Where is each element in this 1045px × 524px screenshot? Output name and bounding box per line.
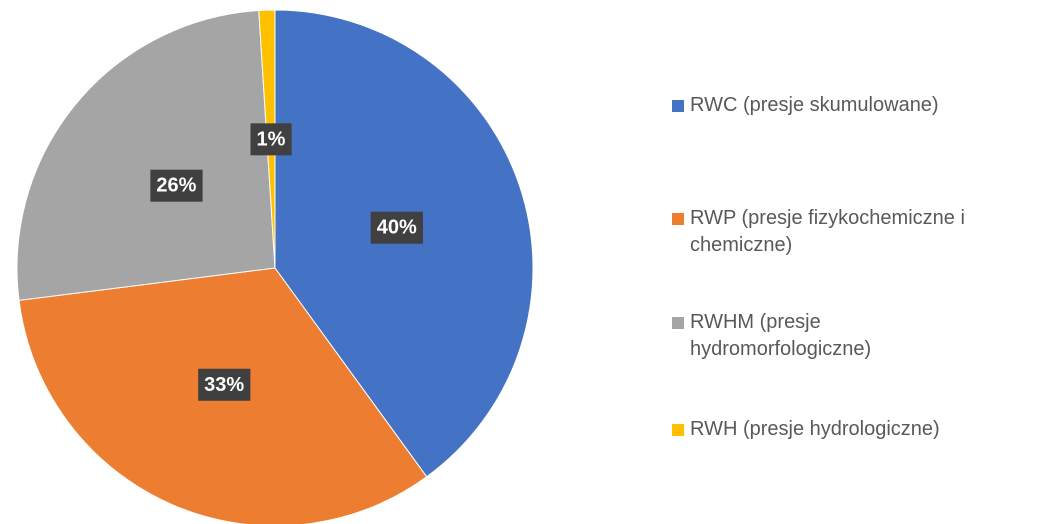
legend-item: RWHM (presje hydromorfologiczne) [672, 309, 922, 363]
legend-swatch [672, 213, 684, 225]
legend-label: RWC (presje skumulowane) [690, 94, 939, 116]
data-label-box [198, 368, 251, 401]
data-label-box [370, 211, 423, 244]
legend-label: RWP (presje fizykochemiczne i chemiczne) [690, 207, 965, 256]
data-label: 40% [377, 217, 417, 239]
legend-item: RWC (presje skumulowane) [672, 92, 1032, 119]
legend-swatch [672, 424, 684, 436]
data-label: 26% [156, 175, 196, 197]
pie-area: 40% 33% 26% 1% [16, 9, 534, 524]
legend-swatch [672, 100, 684, 112]
legend-label: RWH (presje hydrologiczne) [690, 418, 940, 440]
pie-slice [16, 9, 276, 301]
legend-item: RWP (presje fizykochemiczne i chemiczne) [672, 205, 1032, 259]
legend-item: RWH (presje hydrologiczne) [672, 416, 1032, 443]
legend-label: RWHM (presje hydromorfologiczne) [690, 311, 872, 360]
data-label: 33% [204, 374, 244, 396]
legend-swatch [672, 317, 684, 329]
data-label: 1% [257, 128, 286, 150]
data-label-box [250, 123, 292, 156]
data-label-box [150, 169, 203, 202]
